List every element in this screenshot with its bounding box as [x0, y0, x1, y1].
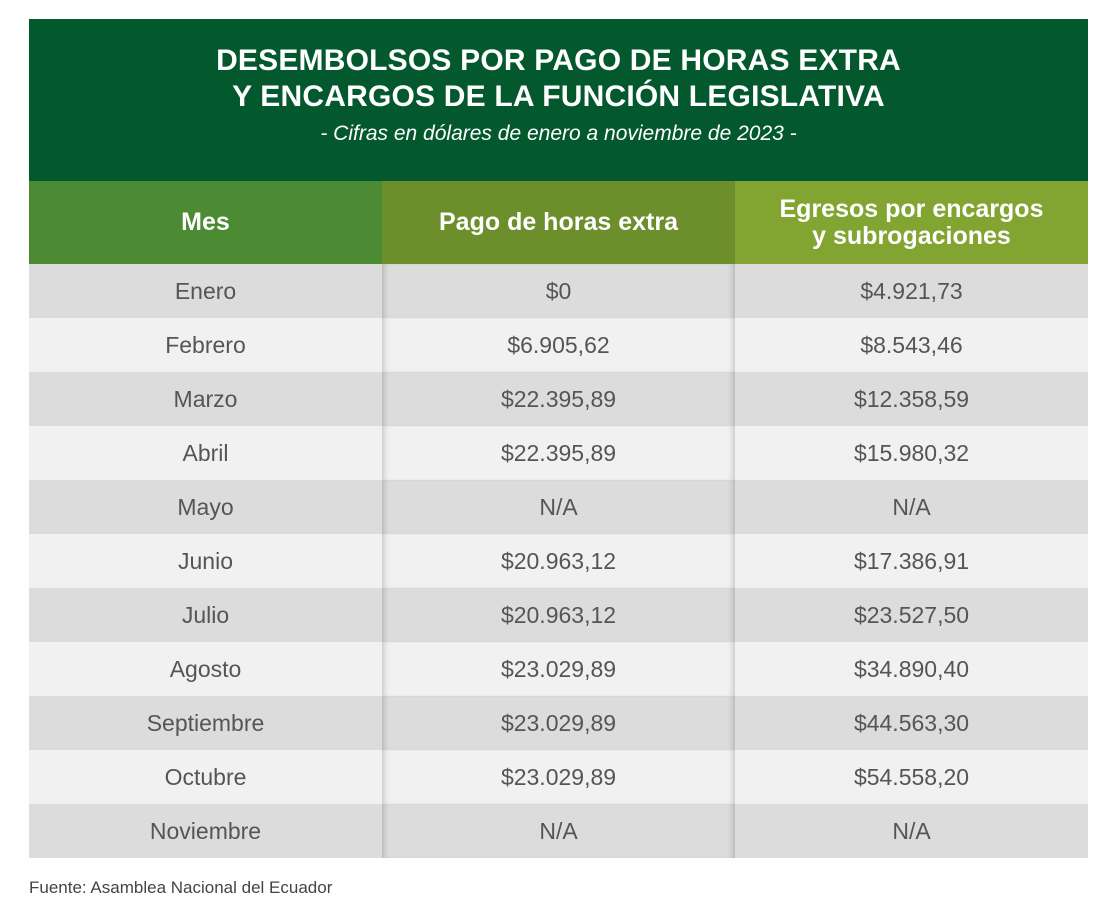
header-mes: Mes [29, 181, 382, 264]
table-body: Enero $0 $4.921,73 Febrero $6.905,62 $8.543,4… [29, 264, 1088, 858]
table-row: Julio $20.963,12 $23.527,50 [29, 588, 1088, 642]
table-header-row: Mes Pago de horas extra Egresos por enca… [29, 181, 1088, 264]
cell-pago-horas-extra: $20.963,12 [382, 588, 735, 642]
cell-egresos: $15.980,32 [853, 439, 970, 466]
table-row: Abril $22.395,89 $15.980,32 [29, 426, 1088, 480]
cell-egresos: $44.563,30 [853, 709, 970, 736]
header-egresos: Egresos por encargos y subrogaciones [735, 181, 1088, 264]
cell-pago-horas-extra: $0 [382, 264, 735, 318]
cell-egresos: $4.921,73 [860, 277, 963, 304]
chart-title-line-1: DESEMBOLSOS POR PAGO DE HORAS EXTRA [216, 44, 901, 77]
cell-egresos: $34.890,40 [853, 655, 970, 682]
cell-mes: Octubre [164, 763, 247, 790]
table-row: Junio $20.963,12 $17.386,91 [29, 534, 1088, 588]
cell-mes: Septiembre [146, 709, 265, 736]
cell-mes: Noviembre [149, 817, 262, 844]
header-egresos-line-2: y subrogaciones [812, 221, 1011, 250]
table-row: Septiembre $23.029,89 $44.563,30 [29, 696, 1088, 750]
cell-mes: Enero [174, 277, 237, 304]
header-egresos-line-1: Egresos por encargos [779, 194, 1044, 223]
cell-pago-horas-extra: N/A [382, 480, 735, 534]
cell-mes: Mayo [177, 493, 234, 520]
cell-mes: Julio [181, 601, 230, 628]
cell-mes: Agosto [169, 655, 242, 682]
cell-pago-horas-extra: $23.029,89 [382, 642, 735, 696]
cell-mes: Febrero [165, 331, 246, 358]
cell-egresos: $54.558,20 [853, 763, 970, 790]
cell-egresos: $23.527,50 [853, 601, 970, 628]
chart-title-line-2: Y ENCARGOS DE LA FUNCIÓN LEGISLATIVA [232, 80, 885, 113]
table-card: DESEMBOLSOS POR PAGO DE HORAS EXTRA Y EN… [29, 19, 1088, 858]
cell-pago-horas-extra: $6.905,62 [382, 318, 735, 372]
cell-pago-horas-extra: $23.029,89 [382, 750, 735, 804]
cell-egresos: $8.543,46 [860, 331, 963, 358]
table-row: Mayo N/A N/A [29, 480, 1088, 534]
cell-pago-horas-extra: $22.395,89 [382, 372, 735, 426]
cell-pago-horas-extra: $23.029,89 [382, 696, 735, 750]
cell-mes: Junio [178, 547, 233, 574]
cell-egresos: $17.386,91 [853, 547, 970, 574]
cell-pago-horas-extra: N/A [382, 804, 735, 858]
cell-egresos: N/A [892, 493, 931, 520]
cell-egresos: $12.358,59 [853, 385, 970, 412]
table-row: Noviembre N/A N/A [29, 804, 1088, 858]
source-note: Fuente: Asamblea Nacional del Ecuador [29, 878, 333, 897]
cell-pago-horas-extra: $22.395,89 [382, 426, 735, 480]
chart-subtitle: - Cifras en dólares de enero a noviembre… [320, 122, 797, 145]
table-row: Agosto $23.029,89 $34.890,40 [29, 642, 1088, 696]
cell-egresos: N/A [892, 817, 931, 844]
header-pago-horas-extra: Pago de horas extra [382, 181, 735, 264]
table-row: Febrero $6.905,62 $8.543,46 [29, 318, 1088, 372]
cell-pago-horas-extra: $20.963,12 [382, 534, 735, 588]
table-row: Enero $0 $4.921,73 [29, 264, 1088, 318]
cell-mes: Abril [182, 439, 229, 466]
cell-mes: Marzo [173, 385, 238, 412]
table-row: Octubre $23.029,89 $54.558,20 [29, 750, 1088, 804]
title-banner: DESEMBOLSOS POR PAGO DE HORAS EXTRA Y EN… [29, 19, 1088, 181]
table-row: Marzo $22.395,89 $12.358,59 [29, 372, 1088, 426]
